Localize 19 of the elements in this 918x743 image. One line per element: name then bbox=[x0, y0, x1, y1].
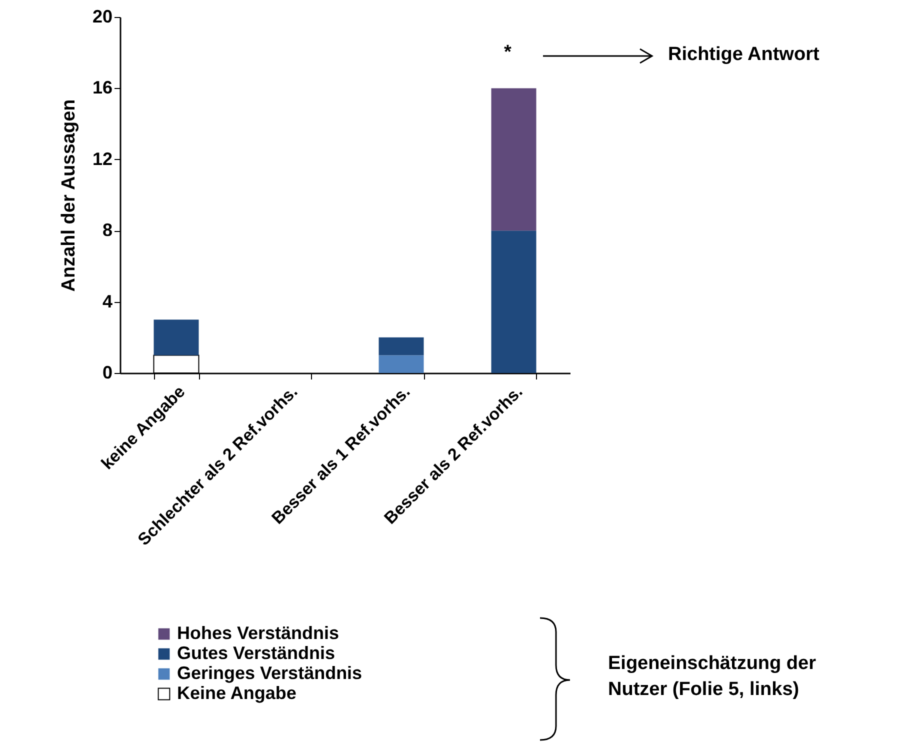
y-tick-label: 8 bbox=[102, 220, 112, 240]
bar bbox=[154, 320, 199, 356]
text: Richtige Antwort bbox=[668, 43, 820, 67]
y-tick-label: 12 bbox=[92, 148, 112, 169]
y-tick-label: 20 bbox=[92, 6, 112, 26]
bar bbox=[378, 337, 424, 356]
bar bbox=[491, 230, 536, 373]
legend-label: Gutes Verständnis bbox=[177, 643, 336, 663]
y-tick-label: 0 bbox=[102, 362, 112, 382]
text: Eigeneinschätzung der Nutzer (Folie 5, links) bbox=[608, 652, 817, 702]
legend-label: Keine Angabe bbox=[177, 683, 296, 703]
bar bbox=[378, 355, 424, 373]
legend-label: Geringes Verständnis bbox=[177, 663, 362, 683]
legend-label: Hohes Verständnis bbox=[177, 623, 340, 643]
annotation: * bbox=[504, 41, 512, 65]
bar bbox=[491, 88, 536, 231]
y-axis-title: Anzahl der Aussagen bbox=[58, 99, 80, 292]
y-tick-label: 4 bbox=[102, 291, 112, 312]
y-tick-label: 16 bbox=[92, 78, 112, 98]
